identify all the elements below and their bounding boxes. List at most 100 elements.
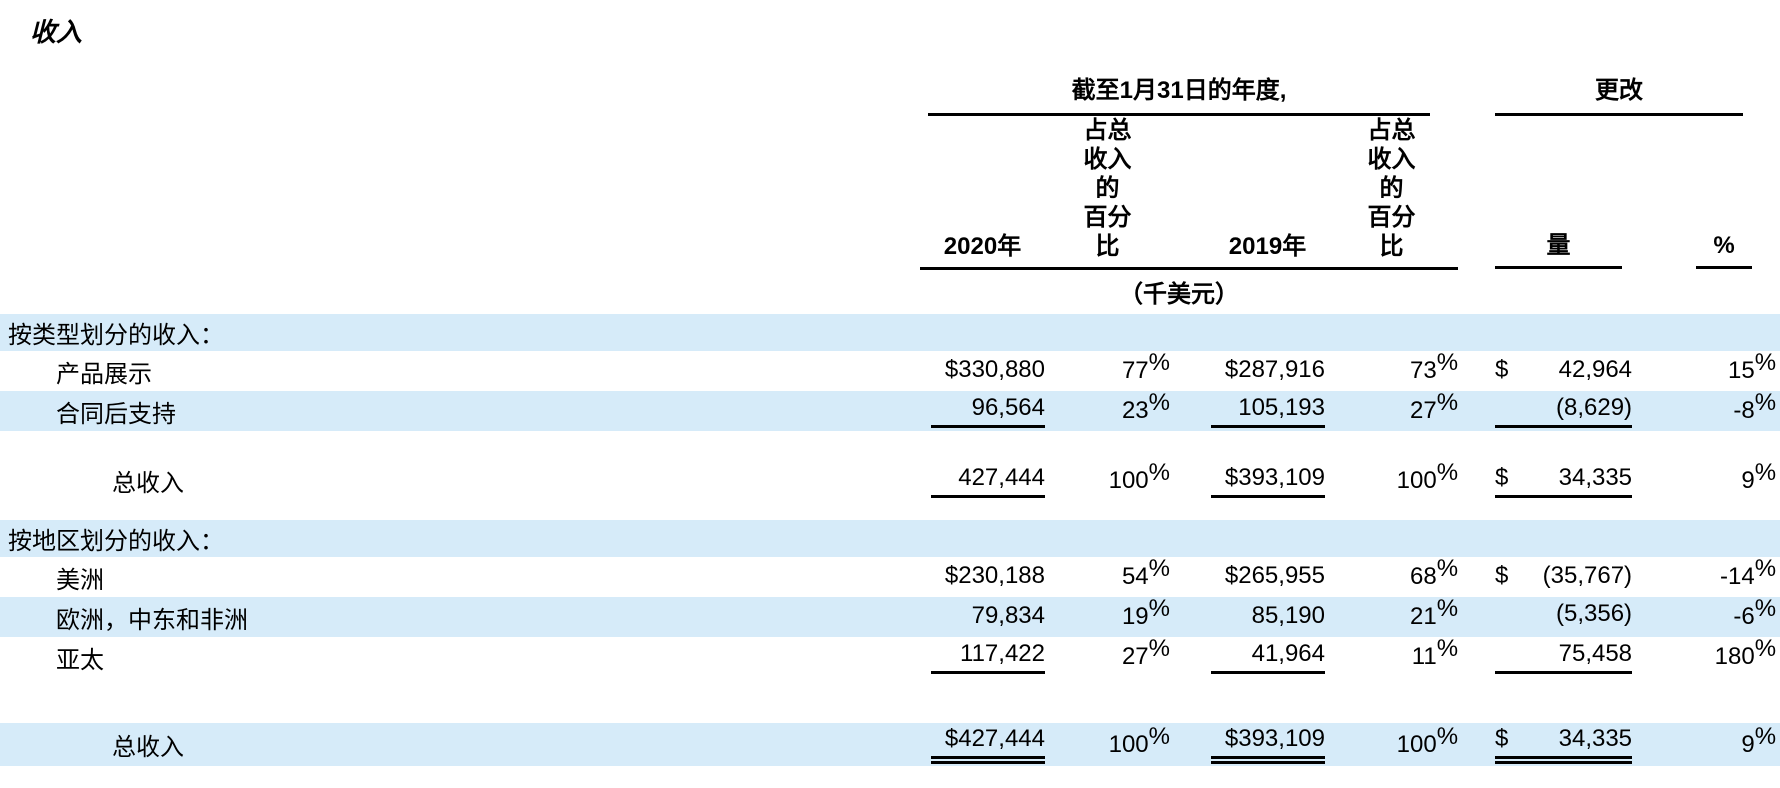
cell-2020-percent: 23% xyxy=(1045,389,1170,431)
amount-value: $330,880 xyxy=(944,355,1045,383)
amount-value: (5,356) xyxy=(1555,599,1633,627)
percent-value: 19 xyxy=(1121,603,1149,630)
percent-value: -6 xyxy=(1733,603,1755,630)
percent-sign: % xyxy=(1754,595,1777,622)
section-row: 按地区划分的收入： xyxy=(0,520,1780,557)
percent-value: 73 xyxy=(1409,357,1437,384)
cell-2020-percent: 100% xyxy=(1045,723,1170,766)
cell-change-percent: 15% xyxy=(1632,349,1780,391)
row-label: 总收入 xyxy=(112,734,184,761)
amount-value: 41,964 xyxy=(1211,640,1325,674)
percent-value: -8 xyxy=(1733,397,1755,424)
cell-2019-amount: $393,109 xyxy=(1170,723,1325,766)
cell-change-percent: -6% xyxy=(1632,595,1780,637)
row-label: 按类型划分的收入： xyxy=(8,322,224,349)
spacer-row xyxy=(0,431,1780,459)
cell-2020-amount: 117,422 xyxy=(920,637,1045,677)
page-title: 收入 xyxy=(30,17,83,47)
change-amount-group: $ (35,767) xyxy=(1495,562,1632,593)
cell-2019-percent: 27% xyxy=(1325,389,1459,431)
percent-sign: % xyxy=(1148,595,1170,622)
group-header-row: 截至1月31日的年度, 更改 xyxy=(0,70,1780,116)
cell-change-amount: $ (35,767) xyxy=(1495,557,1632,597)
data-row: 合同后支持 96,564 23% 105,193 27% (8,629) -8% xyxy=(0,389,1780,431)
percent-sign: % xyxy=(1148,458,1170,486)
amount-value: $265,955 xyxy=(1224,561,1325,589)
percent-sign: % xyxy=(1436,595,1459,622)
percent-sign: % xyxy=(1148,389,1170,416)
cell-2020-percent: 54% xyxy=(1045,555,1170,597)
row-label: 合同后支持 xyxy=(56,400,176,428)
percent-sign: % xyxy=(1754,389,1777,416)
amount-value: 85,190 xyxy=(1251,601,1325,629)
row-label: 美洲 xyxy=(56,566,104,594)
percent-value: 100 xyxy=(1108,730,1149,758)
header-2019: 2019年 xyxy=(1228,233,1307,260)
cell-change-amount: (8,629) xyxy=(1495,391,1633,431)
row-label: 按地区划分的收入： xyxy=(8,528,224,555)
amount-value: 79,834 xyxy=(971,601,1045,629)
percent-sign: % xyxy=(1436,722,1459,750)
data-row: 产品展示 $330,880 77% $287,916 73% $42,964 15% xyxy=(0,349,1780,391)
unit-note-row: （千美元） xyxy=(0,269,1780,315)
amount-value: 34,335 xyxy=(1558,463,1633,491)
percent-value: 23 xyxy=(1121,397,1149,424)
percent-value: 54 xyxy=(1121,563,1149,590)
cell-change-percent: -8% xyxy=(1632,389,1780,431)
amount-value: 427,444 xyxy=(931,464,1045,498)
row-label: 总收入 xyxy=(112,470,184,497)
row-label: 欧洲，中东和非洲 xyxy=(56,606,248,634)
data-row: 美洲 $230,188 54% $265,955 68% $ (35,767) -14% xyxy=(0,555,1780,597)
change-amount-group: $34,335 xyxy=(1495,725,1633,764)
dollar-sign: $ xyxy=(1495,463,1509,491)
spacer-row xyxy=(0,502,1780,520)
amount-value: 96,564 xyxy=(931,394,1045,428)
percent-value: 68 xyxy=(1409,563,1437,590)
total-row: 总收入 $427,444 100% $393,109 100% $34,335 9% xyxy=(0,723,1780,766)
percent-value: 27 xyxy=(1409,397,1437,424)
amount-value: $230,188 xyxy=(944,561,1045,589)
header-change-amount: 量 xyxy=(1495,231,1623,269)
percent-sign: % xyxy=(1754,635,1777,662)
percent-value: 100 xyxy=(1396,730,1437,758)
amount-value: 105,193 xyxy=(1211,394,1325,428)
cell-2020-percent: 27% xyxy=(1045,635,1170,677)
cell-change-percent: 9% xyxy=(1632,723,1780,766)
amount-value: 34,335 xyxy=(1558,725,1633,752)
cell-2020-percent: 77% xyxy=(1045,349,1170,391)
column-group-period: 截至1月31日的年度, xyxy=(928,70,1431,116)
data-row: 欧洲，中东和非洲 79,834 19% 85,190 21% (5,356) -6% xyxy=(0,595,1780,637)
column-group-change: 更改 xyxy=(1495,70,1744,116)
percent-value: 21 xyxy=(1409,603,1437,630)
cell-change-amount: 75,458 xyxy=(1495,637,1633,677)
change-amount-group: $34,335 xyxy=(1495,463,1633,498)
amount-value: $393,109 xyxy=(1211,464,1325,498)
cell-change-percent: -14% xyxy=(1632,555,1780,597)
percent-sign: % xyxy=(1436,389,1459,416)
amount-value: (8,629) xyxy=(1555,393,1633,421)
header-2020: 2020年 xyxy=(943,233,1022,260)
cell-2020-percent: 100% xyxy=(1045,459,1170,502)
amount-value: 75,458 xyxy=(1558,639,1633,667)
change-amount-group: 75,458 xyxy=(1495,639,1633,674)
cell-2019-amount: $287,916 xyxy=(1170,351,1325,391)
percent-sign: % xyxy=(1754,722,1777,750)
percent-sign: % xyxy=(1148,635,1170,662)
cell-change-amount: $42,964 xyxy=(1495,351,1632,391)
cell-2020-amount: 427,444 xyxy=(920,459,1045,502)
data-row: 亚太 117,422 27% 41,964 11% 75,458 180% xyxy=(0,635,1780,677)
unit-note: （千美元） xyxy=(1119,280,1240,308)
percent-sign: % xyxy=(1436,555,1459,582)
cell-2020-percent: 19% xyxy=(1045,595,1170,637)
cell-2020-amount: $330,880 xyxy=(920,351,1045,391)
cell-2020-amount: $427,444 xyxy=(920,723,1045,766)
header-pct-of-revenue-2020: 占总 收入 的 百分 比 xyxy=(1083,117,1132,260)
change-amount-group: (5,356) xyxy=(1495,600,1632,631)
table-body: 按类型划分的收入： 产品展示 $330,880 77% $287,916 73% $42,9… xyxy=(0,314,1780,766)
percent-value: 11 xyxy=(1411,643,1437,670)
percent-sign: % xyxy=(1754,349,1777,376)
cell-change-percent: 9% xyxy=(1632,459,1780,502)
percent-value: -14 xyxy=(1720,563,1755,590)
cell-2019-percent: 68% xyxy=(1325,555,1459,597)
cell-change-percent: 180% xyxy=(1632,635,1780,677)
